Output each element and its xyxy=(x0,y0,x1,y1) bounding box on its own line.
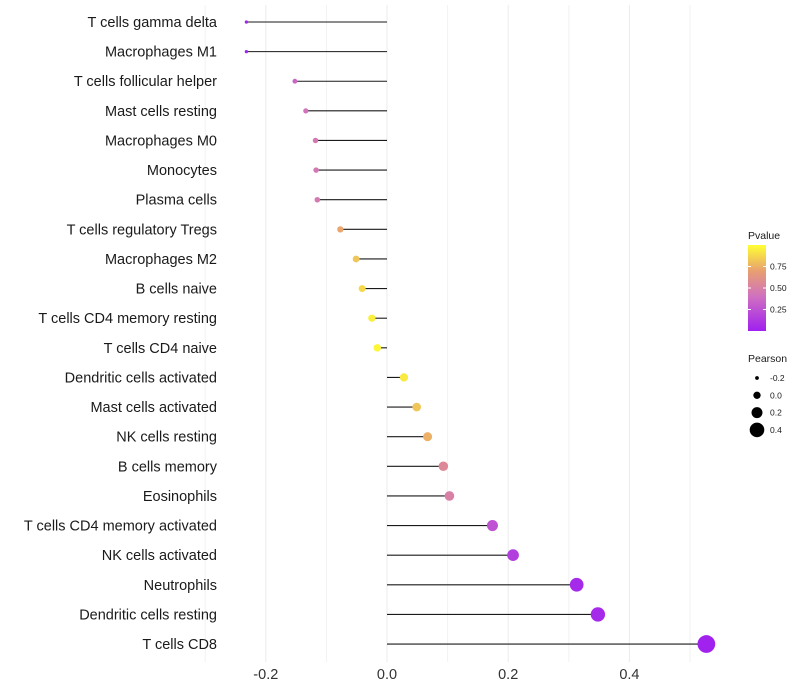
lollipop-dot[interactable] xyxy=(314,196,321,203)
lollipop-dot[interactable] xyxy=(244,20,249,24)
lollipop-dot[interactable] xyxy=(486,520,498,532)
pvalue-legend: Pvalue 0.25 0.50 0.75 xyxy=(748,230,787,331)
category-label: B cells naive xyxy=(136,282,217,298)
category-label: Plasma cells xyxy=(136,193,217,209)
category-label: Dendritic cells activated xyxy=(65,370,217,386)
lollipop-dot[interactable] xyxy=(697,635,716,653)
lollipop-dot[interactable] xyxy=(352,255,360,263)
pvalue-legend-label: 0.25 xyxy=(770,305,787,315)
category-label: Macrophages M0 xyxy=(105,133,217,149)
x-tick-label: 0.2 xyxy=(498,667,518,683)
category-label: Macrophages M1 xyxy=(105,45,217,61)
category-label: T cells CD4 memory activated xyxy=(24,519,217,535)
pearson-legend-dot xyxy=(755,376,759,380)
lollipop-dot[interactable] xyxy=(244,49,249,54)
lollipop-dot[interactable] xyxy=(303,108,309,114)
lollipop-dot[interactable] xyxy=(337,226,344,233)
lollipop-dot[interactable] xyxy=(590,607,606,622)
pearson-legend-dot xyxy=(751,407,763,419)
lollipop-dot[interactable] xyxy=(312,137,319,144)
pearson-legend-label: -0.2 xyxy=(770,373,785,383)
lollipop-dot[interactable] xyxy=(368,314,376,322)
lollipop-dot[interactable] xyxy=(444,491,455,501)
lollipop-dot[interactable] xyxy=(358,285,366,293)
lollipop-dot[interactable] xyxy=(412,402,422,412)
category-label: T cells CD4 memory resting xyxy=(38,311,217,327)
category-label: Macrophages M2 xyxy=(105,252,217,268)
pearson-legend-dot xyxy=(753,391,761,399)
category-label: NK cells activated xyxy=(102,548,217,564)
pvalue-colorbar xyxy=(748,245,766,331)
category-label: Neutrophils xyxy=(144,578,217,594)
category-label: NK cells resting xyxy=(116,430,217,446)
lollipop-dot[interactable] xyxy=(569,577,584,592)
pvalue-legend-label: 0.50 xyxy=(770,283,787,293)
pearson-legend-label: 0.2 xyxy=(770,408,782,418)
category-labels: T cells gamma delta Macrophages M1 T cells… xyxy=(24,15,218,653)
x-tick-label: -0.2 xyxy=(253,667,278,683)
pearson-legend: Pearson -0.2 0.0 0.2 0.4 xyxy=(748,353,787,438)
pearson-legend-dot xyxy=(749,422,765,438)
category-label: T cells gamma delta xyxy=(88,15,218,31)
lollipop-dot[interactable] xyxy=(423,432,433,442)
pearson-legend-label: 0.4 xyxy=(770,425,782,435)
lollipop-dot[interactable] xyxy=(313,167,319,173)
x-tick-label: 0.4 xyxy=(619,667,639,683)
category-label: T cells CD4 naive xyxy=(104,341,217,357)
category-label: Dendritic cells resting xyxy=(79,607,217,623)
category-label: T cells follicular helper xyxy=(74,74,217,90)
x-axis-ticks: -0.2 0.0 0.2 0.4 xyxy=(253,667,639,683)
grid-lines xyxy=(204,5,691,662)
lollipop-stems xyxy=(246,21,707,645)
category-label: Monocytes xyxy=(147,163,217,179)
category-label: Mast cells activated xyxy=(90,400,217,416)
lollipop-dot[interactable] xyxy=(373,344,382,352)
x-tick-label: 0.0 xyxy=(377,667,397,683)
pvalue-legend-label: 0.75 xyxy=(770,262,787,272)
category-label: T cells CD8 xyxy=(142,637,217,653)
lollipop-dot[interactable] xyxy=(507,549,519,562)
lollipop-dot[interactable] xyxy=(292,78,298,84)
pvalue-legend-title: Pvalue xyxy=(748,230,780,242)
category-label: B cells memory xyxy=(118,459,218,475)
category-label: Mast cells resting xyxy=(105,104,217,120)
lollipop-dot[interactable] xyxy=(399,373,409,382)
pearson-legend-label: 0.0 xyxy=(770,390,782,400)
category-label: Eosinophils xyxy=(143,489,217,505)
category-label: T cells regulatory Tregs xyxy=(67,222,217,238)
lollipop-dots xyxy=(244,20,716,653)
lollipop-dot[interactable] xyxy=(438,461,449,472)
pearson-legend-title: Pearson xyxy=(748,353,787,365)
